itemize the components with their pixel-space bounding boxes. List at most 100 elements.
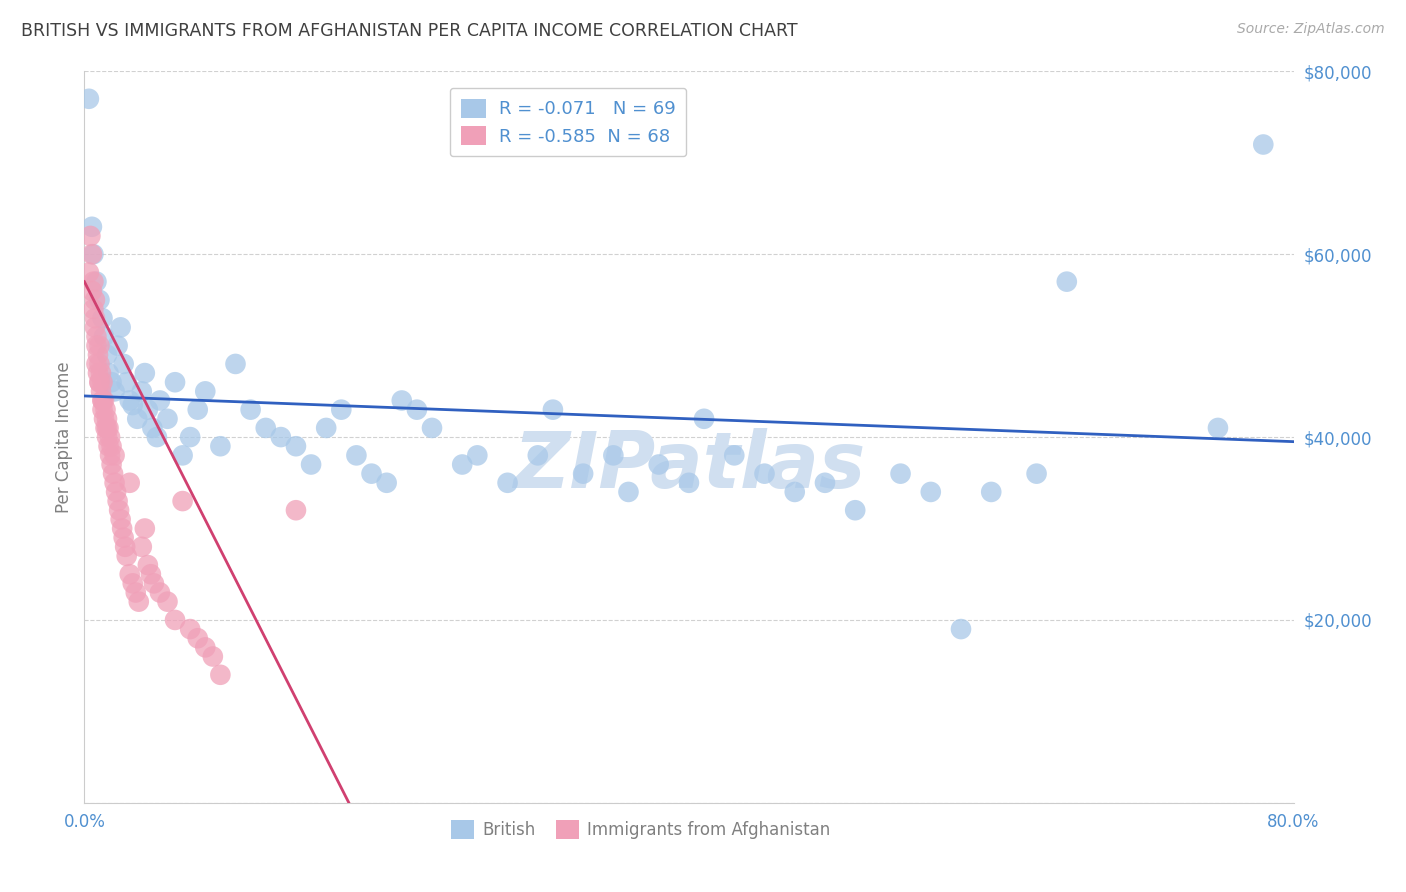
- Point: [79, 228, 101, 243]
- Point: [134, 366, 156, 380]
- Text: ZIPatlas: ZIPatlas: [513, 428, 865, 504]
- Point: [115, 375, 138, 389]
- Point: [420, 421, 443, 435]
- Point: [86, 329, 108, 343]
- Point: [89, 293, 111, 307]
- Point: [920, 484, 942, 499]
- Point: [87, 366, 110, 380]
- Point: [82, 247, 104, 261]
- Point: [299, 458, 322, 472]
- Point: [165, 613, 187, 627]
- Point: [131, 384, 153, 399]
- Point: [172, 448, 194, 462]
- Point: [209, 667, 232, 681]
- Point: [950, 622, 973, 636]
- Point: [239, 402, 262, 417]
- Point: [108, 503, 131, 517]
- Point: [121, 576, 143, 591]
- Point: [330, 402, 353, 417]
- Point: [98, 430, 121, 444]
- Text: Source: ZipAtlas.com: Source: ZipAtlas.com: [1237, 22, 1385, 37]
- Point: [86, 338, 108, 352]
- Point: [121, 398, 143, 412]
- Point: [375, 475, 398, 490]
- Point: [105, 484, 128, 499]
- Point: [87, 348, 110, 362]
- Point: [93, 393, 115, 408]
- Point: [80, 284, 103, 298]
- Point: [136, 558, 159, 573]
- Point: [254, 421, 277, 435]
- Point: [104, 384, 127, 399]
- Point: [104, 448, 127, 462]
- Point: [77, 92, 100, 106]
- Point: [602, 448, 624, 462]
- Text: BRITISH VS IMMIGRANTS FROM AFGHANISTAN PER CAPITA INCOME CORRELATION CHART: BRITISH VS IMMIGRANTS FROM AFGHANISTAN P…: [21, 22, 797, 40]
- Point: [94, 402, 117, 417]
- Point: [451, 458, 474, 472]
- Point: [93, 411, 115, 425]
- Point: [101, 467, 124, 481]
- Point: [527, 448, 550, 462]
- Point: [814, 475, 837, 490]
- Point: [96, 348, 118, 362]
- Point: [149, 393, 172, 408]
- Point: [617, 484, 640, 499]
- Point: [91, 375, 114, 389]
- Point: [91, 311, 114, 326]
- Point: [141, 421, 163, 435]
- Point: [406, 402, 429, 417]
- Point: [648, 458, 671, 472]
- Point: [187, 402, 209, 417]
- Point: [84, 320, 107, 334]
- Point: [285, 439, 308, 453]
- Point: [1253, 137, 1275, 152]
- Point: [572, 467, 595, 481]
- Point: [179, 622, 201, 636]
- Point: [115, 549, 138, 563]
- Point: [890, 467, 912, 481]
- Point: [139, 567, 162, 582]
- Point: [107, 494, 129, 508]
- Point: [187, 632, 209, 646]
- Point: [110, 320, 132, 334]
- Point: [467, 448, 489, 462]
- Point: [844, 503, 866, 517]
- Point: [1056, 275, 1078, 289]
- Point: [112, 357, 135, 371]
- Point: [100, 458, 122, 472]
- Point: [96, 430, 118, 444]
- Point: [84, 293, 107, 307]
- Point: [496, 475, 519, 490]
- Point: [97, 366, 120, 380]
- Point: [1206, 421, 1229, 435]
- Point: [77, 266, 100, 280]
- Point: [86, 275, 108, 289]
- Point: [94, 421, 117, 435]
- Point: [86, 357, 108, 371]
- Point: [82, 301, 104, 317]
- Point: [980, 484, 1002, 499]
- Point: [125, 585, 148, 599]
- Point: [194, 384, 217, 399]
- Point: [96, 411, 118, 425]
- Point: [100, 375, 122, 389]
- Point: [136, 402, 159, 417]
- Point: [80, 247, 103, 261]
- Point: [172, 494, 194, 508]
- Point: [98, 448, 121, 462]
- Point: [107, 338, 129, 352]
- Point: [783, 484, 806, 499]
- Point: [678, 475, 700, 490]
- Point: [194, 640, 217, 655]
- Point: [156, 411, 179, 425]
- Point: [146, 430, 169, 444]
- Point: [128, 594, 150, 608]
- Point: [134, 521, 156, 535]
- Point: [346, 448, 368, 462]
- Point: [118, 393, 141, 408]
- Point: [97, 439, 120, 453]
- Point: [723, 448, 745, 462]
- Point: [131, 540, 153, 554]
- Point: [104, 475, 127, 490]
